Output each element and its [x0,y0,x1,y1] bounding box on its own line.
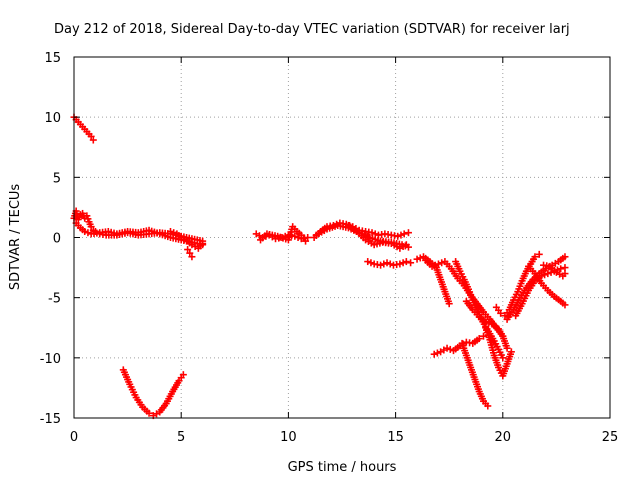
data-point-marker [557,265,565,273]
data-point-marker [428,262,436,270]
data-point-marker [184,246,192,254]
data-point-marker [413,255,421,263]
data-point-marker [399,259,407,267]
y-tick-label: -15 [40,412,61,427]
data-point-marker [475,335,483,343]
data-point-marker [480,332,488,340]
data-point-marker [544,270,552,278]
data-point-marker [394,232,402,240]
data-point-marker [291,232,299,240]
data-point-marker [482,318,490,326]
data-point-marker [433,349,441,357]
data-point-marker [186,249,194,257]
data-point-marker [199,240,207,248]
data-point-marker [396,260,404,268]
data-point-marker [188,253,196,261]
y-tick-labels: 15 10 5 0 -5 -10 -15 [40,51,61,427]
y-tick-label: 0 [53,232,61,247]
data-point-marker [81,227,89,235]
x-tick-label: 0 [70,430,78,445]
data-point-marker [302,237,310,245]
data-point-marker [497,309,505,317]
data-point-marker [400,230,408,238]
data-point-marker [397,231,405,239]
data-point-marker [166,227,174,235]
data-point-marker [541,271,549,279]
data-point-marker [170,229,178,237]
y-tick-label: 5 [53,171,61,186]
data-point-marker [402,258,410,266]
data-point-marker [531,253,539,261]
data-point-marker [507,348,515,356]
x-tick-label: 25 [602,430,619,445]
y-tick-label: -5 [48,292,61,307]
data-point-marker [485,319,493,327]
data-point-marker [87,132,95,140]
x-tick-label: 10 [280,430,297,445]
data-point-marker [386,260,394,268]
data-point-marker [402,241,410,249]
x-tick-label: 15 [387,430,404,445]
data-point-marker [430,350,438,358]
y-axis-label: SDTVAR / TECUs [8,184,23,291]
data-point-marker [535,250,543,258]
data-points [70,113,569,420]
y-tick-label: -10 [40,352,61,367]
data-point-marker [84,229,92,237]
data-point-marker [499,354,507,362]
y-tick-label: 15 [44,51,61,66]
data-point-marker [438,259,446,267]
data-point-marker [380,260,388,268]
grid-lines [74,57,610,418]
data-point-marker [434,260,442,268]
data-point-marker [484,402,492,410]
data-point-marker [445,300,453,308]
data-point-marker [561,264,569,272]
data-point-marker [561,253,569,261]
data-point-marker [407,259,415,267]
data-point-marker [87,223,95,231]
data-point-marker [145,409,153,417]
x-tick-labels: 0 5 10 15 20 25 [70,430,618,445]
x-tick-label: 5 [177,430,185,445]
data-point-marker [404,229,412,237]
data-point-marker [383,259,391,267]
data-point-marker [431,261,439,269]
data-point-marker [503,344,511,352]
data-point-marker [377,261,385,269]
data-point-marker [443,344,451,352]
y-tick-label: 10 [44,111,61,126]
x-tick-label: 20 [495,430,512,445]
axis-ticks [73,56,611,419]
data-point-marker [89,136,97,144]
data-point-marker [561,270,569,278]
chart-title: Day 212 of 2018, Sidereal Day-to-day VTE… [54,22,570,37]
data-point-marker [367,259,375,267]
data-point-marker [561,301,569,309]
x-axis-label: GPS time / hours [288,460,397,475]
data-point-marker [179,371,187,379]
data-point-marker [364,258,372,266]
